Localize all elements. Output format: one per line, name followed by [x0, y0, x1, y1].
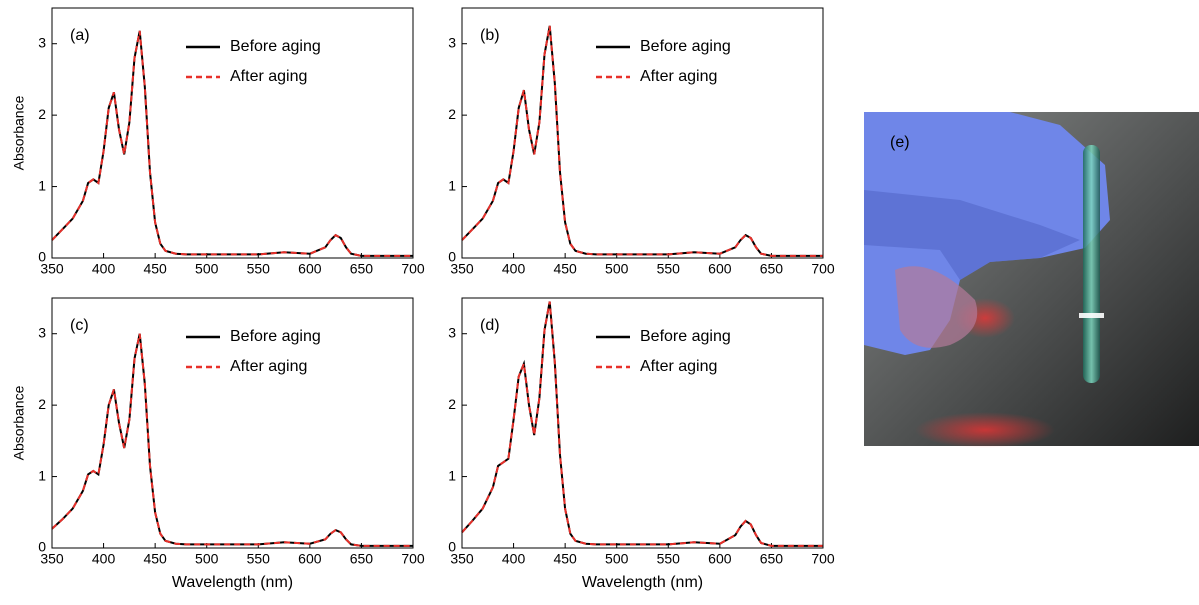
y-tick-label: 3: [38, 324, 46, 340]
y-tick-label: 0: [448, 249, 456, 265]
x-tick-label: 500: [605, 261, 629, 277]
data-line: [51, 30, 413, 257]
panel-label: (e): [890, 134, 910, 151]
x-tick-label: 350: [40, 551, 64, 567]
fingertip: [895, 266, 978, 348]
data-line: [51, 333, 413, 547]
y-tick-label: 0: [448, 539, 456, 555]
x-tick-label: 400: [502, 551, 526, 567]
x-tick-label: 650: [350, 551, 374, 567]
x-tick-label: 400: [92, 261, 116, 277]
x-tick-label: 350: [450, 261, 474, 277]
laser-glow: [915, 412, 1055, 448]
data-line: [461, 25, 823, 257]
panel-label: (b): [480, 27, 500, 44]
panel: 0 1 2 3 350 400 450 500 550 600 650 700 Before aging…: [11, 7, 425, 277]
x-tick-label: 700: [811, 261, 835, 277]
panel: 0 1 2 3 350 400 450 500 550 600 650 700 Before aging…: [448, 7, 835, 277]
x-tick-label: 350: [450, 551, 474, 567]
x-tick-label: 550: [247, 261, 271, 277]
x-tick-label: 600: [708, 551, 732, 567]
panel: 0 1 2 3 350 400 450 500 550 600 650 700 Before aging…: [11, 297, 425, 591]
y-tick-label: 2: [448, 396, 456, 412]
x-tick-label: 600: [298, 551, 322, 567]
y-tick-label: 2: [448, 106, 456, 122]
y-tick-label: 3: [38, 34, 46, 50]
data-line: [461, 301, 823, 547]
data-line: [51, 30, 413, 257]
legend-label: Before aging: [230, 328, 321, 345]
legend-label: After aging: [230, 68, 307, 85]
legend-label: After aging: [640, 358, 717, 375]
legend-label: After aging: [230, 358, 307, 375]
x-tick-label: 500: [195, 261, 219, 277]
x-tick-label: 650: [760, 551, 784, 567]
y-axis-label: Absorbance: [11, 95, 27, 170]
y-tick-label: 0: [38, 539, 46, 555]
cuvette: [1083, 145, 1100, 383]
glove-shadow: [864, 190, 1080, 280]
x-tick-label: 600: [298, 261, 322, 277]
y-tick-label: 1: [448, 177, 456, 193]
panel-label: (d): [480, 317, 500, 334]
x-tick-label: 600: [708, 261, 732, 277]
x-tick-label: 450: [143, 551, 167, 567]
x-tick-label: 450: [143, 261, 167, 277]
x-tick-label: 400: [92, 551, 116, 567]
laser-beam: [1079, 313, 1104, 318]
x-tick-label: 700: [401, 551, 425, 567]
panel-label: (c): [70, 317, 89, 334]
x-tick-label: 500: [605, 551, 629, 567]
x-tick-label: 550: [247, 551, 271, 567]
x-tick-label: 400: [502, 261, 526, 277]
panel-label: (a): [70, 27, 90, 44]
legend-label: Before aging: [230, 38, 321, 55]
legend-label: Before aging: [640, 38, 731, 55]
legend-label: Before aging: [640, 328, 731, 345]
x-tick-label: 450: [553, 551, 577, 567]
y-tick-label: 0: [38, 249, 46, 265]
x-tick-label: 350: [40, 261, 64, 277]
y-tick-label: 2: [38, 106, 46, 122]
plot-frame: [461, 7, 824, 259]
y-tick-label: 3: [448, 324, 456, 340]
x-tick-label: 550: [657, 261, 681, 277]
plot-frame: [51, 7, 414, 259]
plot-frame: [51, 297, 414, 549]
y-tick-label: 1: [38, 177, 46, 193]
legend-label: After aging: [640, 68, 717, 85]
panel: 0 1 2 3 350 400 450 500 550 600 650 700 Before aging…: [448, 297, 835, 591]
y-tick-label: 1: [38, 467, 46, 483]
plot-frame: [461, 297, 824, 549]
y-tick-label: 2: [38, 396, 46, 412]
x-tick-label: 700: [401, 261, 425, 277]
y-axis-label: Absorbance: [11, 385, 27, 460]
x-tick-label: 450: [553, 261, 577, 277]
data-line: [461, 25, 823, 257]
x-tick-label: 650: [760, 261, 784, 277]
x-axis-label: Wavelength (nm): [172, 574, 293, 591]
x-tick-label: 700: [811, 551, 835, 567]
y-tick-label: 3: [448, 34, 456, 50]
x-tick-label: 650: [350, 261, 374, 277]
x-tick-label: 500: [195, 551, 219, 567]
x-axis-label: Wavelength (nm): [582, 574, 703, 591]
x-tick-label: 550: [657, 551, 681, 567]
photo: (e): [864, 112, 1199, 448]
y-tick-label: 1: [448, 467, 456, 483]
